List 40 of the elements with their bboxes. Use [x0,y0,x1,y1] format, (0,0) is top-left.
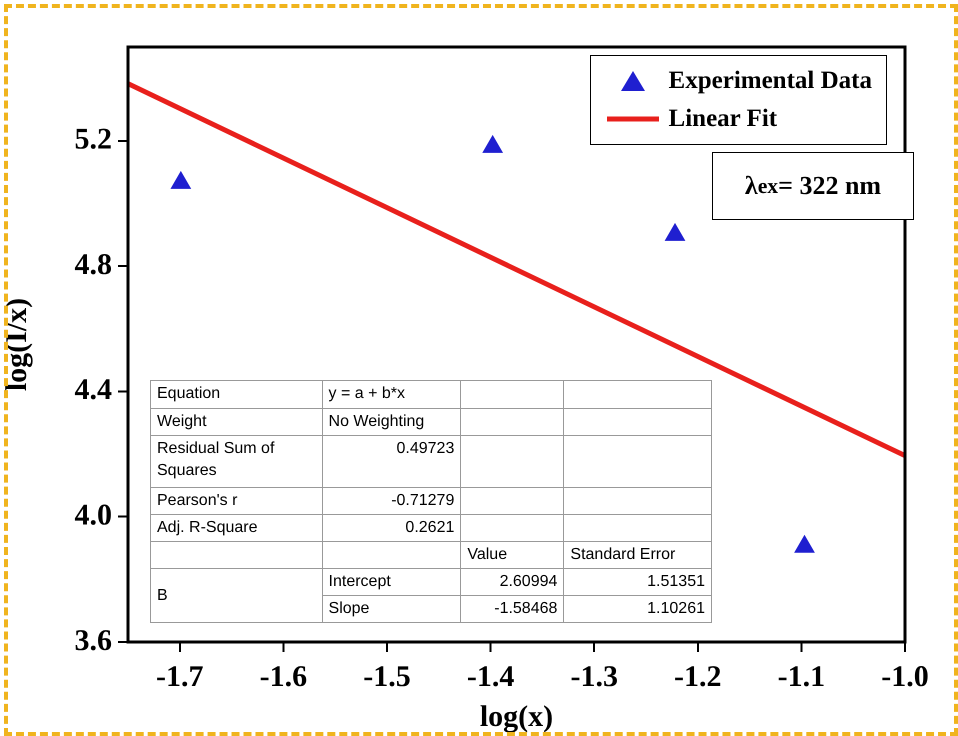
annotation: 1.51351 [564,568,712,596]
y-tick-label: 4.4 [74,373,112,406]
annotation: Weight [150,408,322,436]
y-tick-label: 4.0 [74,498,112,532]
x-tick-label: -1.7 [156,660,204,693]
annotation: Standard Error [564,542,712,568]
legend-label: Experimental Data [668,67,872,95]
x-axis-title: log(x) [480,700,554,733]
annotation: Slope [322,596,461,622]
annotation: Value [460,542,564,568]
x-tick-label: -1.6 [260,660,308,693]
annotation: Equation [150,380,322,408]
annotation: -0.71279 [322,488,461,514]
annotation: Pearson's r [150,488,322,514]
x-tick-label: -1.1 [778,660,826,693]
x-tick-label: -1.5 [363,660,411,693]
annotation: 0.2621 [322,514,461,542]
point [170,171,191,189]
point [664,223,686,241]
annotation: y = a + b*x [322,380,461,408]
annotation: 2.60994 [460,568,564,596]
y-tick-label: 5.2 [74,122,112,156]
annotation: Intercept [322,568,461,596]
x-tick-label: -1.4 [466,660,514,693]
annotation: Adj. R-Square [150,514,322,542]
annotation: No Weighting [322,408,461,436]
annotation: Residual Sum of Squares [150,436,322,488]
y-axis-title: log(I/x) [0,298,33,392]
annotation: 1.10261 [564,596,712,622]
y-tick-label: 3.6 [74,624,112,657]
legend-label: Linear Fit [668,105,778,133]
annotation: B [150,568,322,622]
x-tick-label: -1.3 [570,660,618,693]
y-tick-label: 4.8 [74,248,112,281]
annotation: 0.49723 [322,436,461,488]
point [482,135,503,153]
x-tick-label: -1.0 [881,660,929,693]
annotation: -1.58468 [460,596,564,622]
x-tick-label: -1.2 [674,660,722,693]
point [794,535,815,553]
